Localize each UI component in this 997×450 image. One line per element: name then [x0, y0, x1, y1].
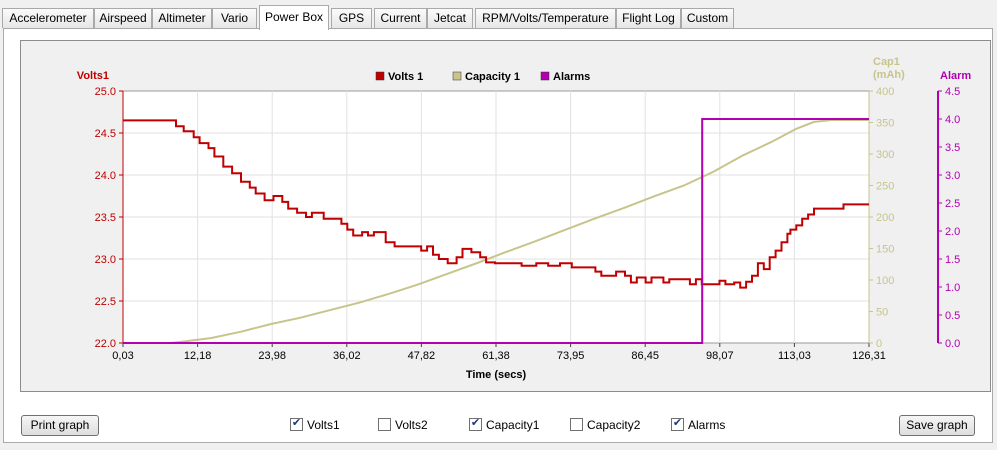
alarm-tick-label: 3.5	[945, 142, 960, 154]
tab-power-box[interactable]: Power Box	[259, 5, 329, 30]
tab-accelerometer[interactable]: Accelerometer	[2, 8, 94, 28]
x-tick-label: 61,38	[482, 350, 510, 362]
volts-tick-label: 24.5	[95, 128, 116, 140]
checkbox-capacity1[interactable]: ✔ Capacity1	[469, 417, 539, 435]
checkmark-icon: ✔	[291, 417, 302, 429]
capacity-tick-label: 300	[876, 149, 894, 161]
x-tick-label: 36,02	[333, 350, 361, 362]
alarm-axis-title: Alarm	[940, 70, 971, 82]
x-tick-label: 73,95	[557, 350, 585, 362]
volts-tick-label: 23.0	[95, 254, 116, 266]
capacity-tick-label: 350	[876, 118, 894, 130]
checkbox-label: Capacity1	[486, 418, 540, 432]
checkmark-icon: ✔	[672, 417, 683, 429]
capacity-tick-label: 100	[876, 275, 894, 287]
save-graph-button[interactable]: Save graph	[899, 415, 975, 436]
x-tick-label: 98,07	[706, 350, 734, 362]
tab-current[interactable]: Current	[374, 8, 427, 28]
checkbox-volts1[interactable]: ✔ Volts1	[290, 417, 340, 435]
capacity-1-series	[123, 119, 869, 344]
tab-airspeed[interactable]: Airspeed	[94, 8, 152, 28]
alarm-tick-label: 4.5	[945, 86, 960, 98]
tab-flight-log[interactable]: Flight Log	[616, 8, 681, 28]
x-tick-label: 0,03	[112, 350, 133, 362]
legend-label: Volts 1	[388, 71, 423, 83]
x-tick-label: 113,03	[778, 350, 811, 362]
alarm-tick-label: 4.0	[945, 114, 960, 126]
tab-jetcat[interactable]: Jetcat	[427, 8, 473, 28]
capacity-axis-unit: (mAh)	[873, 69, 905, 81]
alarms-series	[123, 118, 869, 344]
capacity-tick-label: 200	[876, 212, 894, 224]
checkbox-label: Capacity2	[587, 418, 641, 432]
volts2-checkbox[interactable]	[378, 418, 391, 431]
checkbox-capacity2[interactable]: Capacity2	[570, 417, 640, 435]
checkmark-icon: ✔	[470, 417, 481, 429]
tab-vario[interactable]: Vario	[212, 8, 257, 28]
capacity-tick-label: 150	[876, 244, 894, 256]
x-tick-label: 47,82	[408, 350, 436, 362]
tab-bar: Accelerometer Airspeed Altimeter Vario P…	[0, 0, 997, 30]
tab-altimeter[interactable]: Altimeter	[152, 8, 212, 28]
capacity-tick-label: 400	[876, 86, 894, 98]
alarm-tick-label: 0.5	[945, 310, 960, 322]
capacity-tick-label: 250	[876, 181, 894, 193]
legend-swatch	[452, 71, 462, 81]
alarm-tick-label: 0.0	[945, 338, 960, 350]
tab-custom[interactable]: Custom	[681, 8, 734, 28]
volts-tick-label: 22.5	[95, 296, 116, 308]
checkbox-label: Volts1	[307, 418, 340, 432]
volts-tick-label: 25.0	[95, 86, 116, 98]
volts-1-series	[123, 119, 869, 289]
legend-swatch	[540, 71, 550, 81]
print-graph-button[interactable]: Print graph	[21, 415, 99, 436]
alarm-tick-label: 1.5	[945, 254, 960, 266]
capacity1-checkbox[interactable]: ✔	[469, 417, 482, 431]
x-tick-label: 86,45	[631, 350, 659, 362]
capacity-tick-label: 50	[876, 307, 888, 319]
capacity2-checkbox[interactable]	[570, 418, 583, 431]
volts1-checkbox[interactable]: ✔	[290, 417, 303, 431]
alarm-tick-label: 1.0	[945, 282, 960, 294]
legend-label: Capacity 1	[465, 71, 520, 83]
tab-gps[interactable]: GPS	[331, 8, 372, 28]
checkbox-volts2[interactable]: Volts2	[378, 417, 428, 435]
volts-tick-label: 24.0	[95, 170, 116, 182]
legend-label: Alarms	[553, 71, 590, 83]
legend-swatch	[375, 71, 385, 81]
x-tick-label: 23,98	[258, 350, 286, 362]
checkbox-label: Volts2	[395, 418, 428, 432]
x-tick-label: 12,18	[184, 350, 212, 362]
tab-rpm-volts-temperature[interactable]: RPM/Volts/Temperature	[475, 8, 616, 28]
volts-tick-label: 23.5	[95, 212, 116, 224]
alarm-tick-label: 2.0	[945, 226, 960, 238]
alarm-tick-label: 2.5	[945, 198, 960, 210]
alarms-checkbox[interactable]: ✔	[671, 417, 684, 431]
alarm-tick-label: 3.0	[945, 170, 960, 182]
checkbox-label: Alarms	[688, 418, 726, 432]
capacity-tick-label: 0	[876, 338, 882, 350]
chart-area: 0,03 12,18 23,98 36,02 47,82 61,38 73,95 86,45 9…	[20, 40, 991, 392]
capacity-axis-title: Cap1	[873, 56, 900, 68]
checkbox-alarms[interactable]: ✔ Alarms	[671, 417, 725, 435]
x-axis-title: Time (secs)	[466, 369, 527, 381]
volts-tick-label: 22.0	[95, 338, 116, 350]
power-box-chart: 0,03 12,18 23,98 36,02 47,82 61,38 73,95 86,45 9…	[77, 56, 972, 381]
x-tick-label: 126,31	[852, 350, 886, 362]
volts-axis-title: Volts1	[77, 70, 109, 82]
